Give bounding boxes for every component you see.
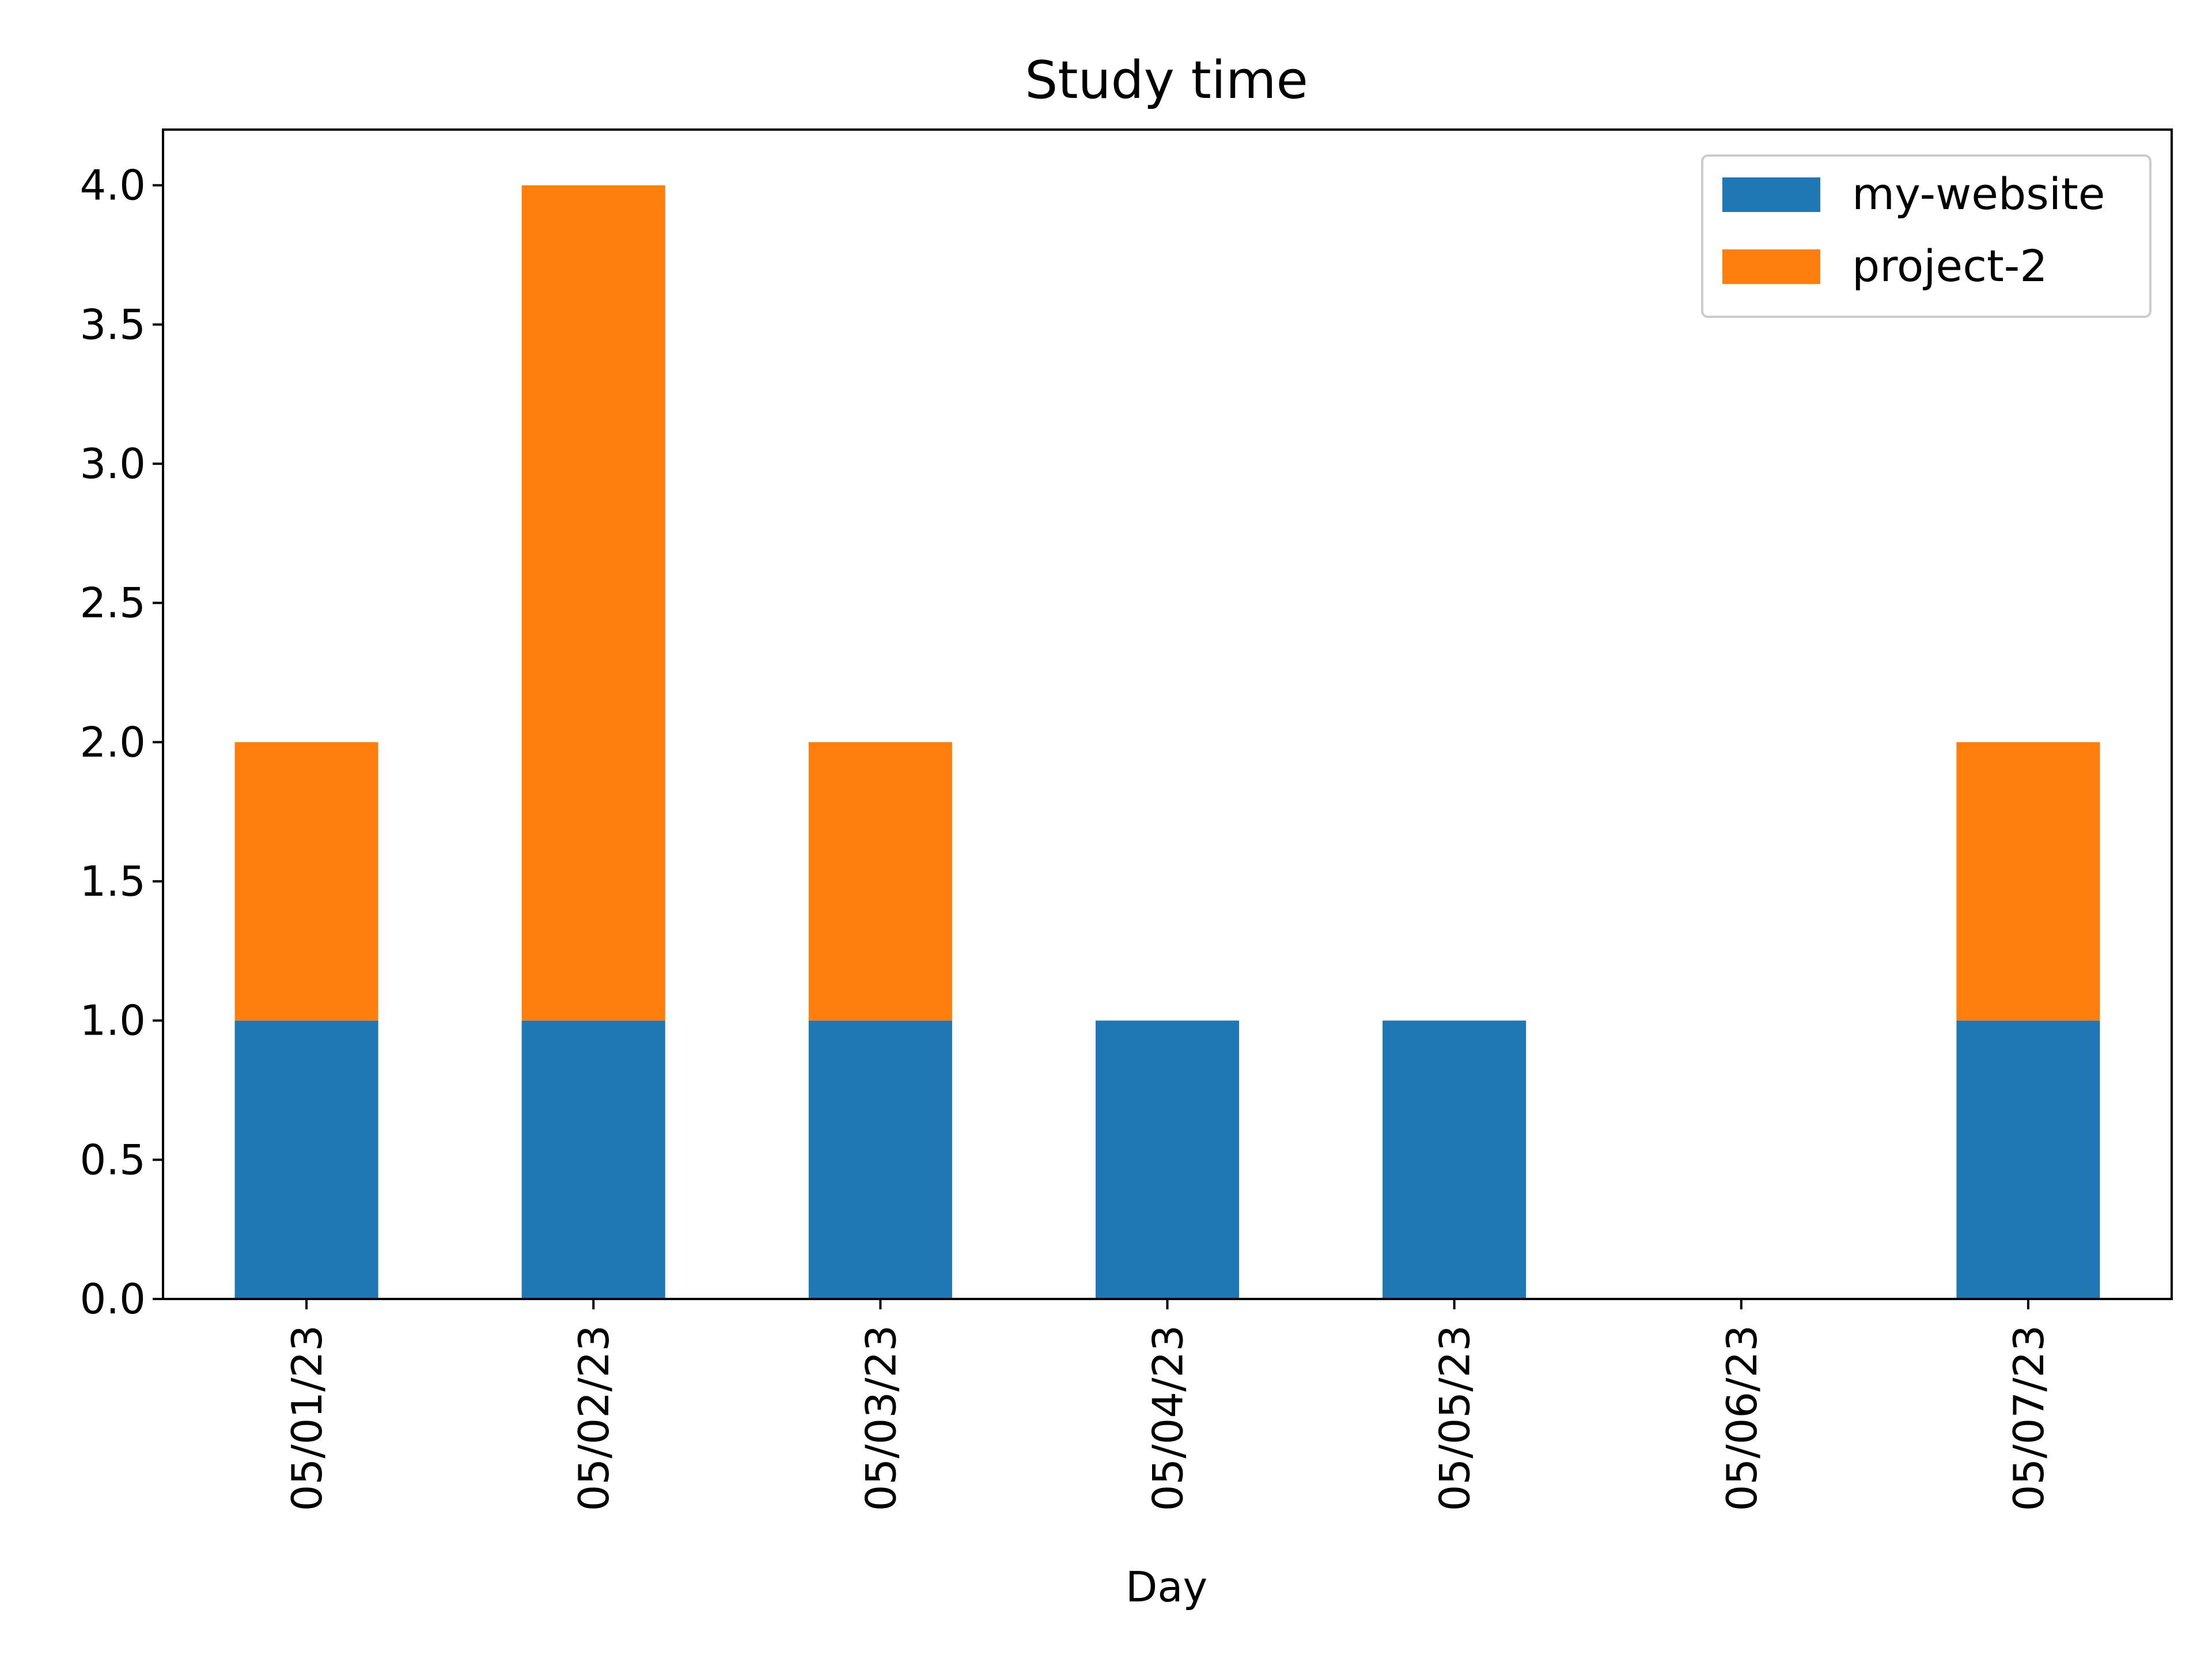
y-tick-label: 2.0	[79, 718, 146, 766]
bar-project-2-05-03-23	[808, 742, 952, 1021]
legend-label-project-2: project-2	[1852, 240, 2048, 291]
legend-swatch-project-2	[1722, 249, 1820, 284]
x-axis-label: Day	[1126, 1563, 1207, 1611]
bar-project-2-05-02-23	[521, 185, 665, 1021]
bar-my-website-05-02-23	[521, 1020, 665, 1299]
bar-project-2-05-01-23	[234, 742, 378, 1021]
y-axis: 0.0 0.5 1.0 1.5 2.0 2.5 3.0 3.5 4.0	[79, 161, 163, 1323]
x-axis: 05/01/23 05/02/23 05/03/23 05/04/23 05/05/23…	[283, 1299, 2053, 1511]
chart-title: Study time	[1025, 50, 1308, 111]
x-tick-label: 05/01/23	[283, 1325, 331, 1511]
bars-group	[234, 185, 2100, 1299]
plot-frame	[162, 128, 2173, 1300]
x-tick-label: 05/04/23	[1144, 1325, 1192, 1511]
bar-my-website-05-05-23	[1382, 1020, 1527, 1299]
bar-my-website-05-03-23	[808, 1020, 952, 1299]
x-tick-label: 05/05/23	[1431, 1325, 1479, 1511]
x-tick-label: 05/03/23	[857, 1325, 905, 1511]
x-tick-label: 05/07/23	[2005, 1325, 2053, 1511]
bar-my-website-05-01-23	[234, 1020, 378, 1299]
bar-my-website-05-04-23	[1095, 1020, 1240, 1299]
legend-label-my-website: my-website	[1852, 168, 2105, 219]
y-tick-label: 3.0	[79, 440, 146, 488]
x-tick-label: 05/06/23	[1718, 1325, 1766, 1511]
bar-project-2-05-07-23	[1956, 742, 2100, 1021]
legend-swatch-my-website	[1722, 177, 1820, 212]
y-tick-label: 0.0	[79, 1275, 146, 1323]
y-tick-label: 0.5	[79, 1135, 146, 1184]
y-tick-label: 3.5	[79, 300, 146, 349]
bar-my-website-05-07-23	[1956, 1020, 2100, 1299]
legend: my-website project-2	[1701, 154, 2152, 318]
y-tick-label: 1.5	[79, 857, 146, 906]
y-tick-label: 4.0	[79, 161, 146, 210]
y-tick-label: 2.5	[79, 579, 146, 627]
y-tick-label: 1.0	[79, 997, 146, 1045]
x-tick-label: 05/02/23	[570, 1325, 618, 1511]
